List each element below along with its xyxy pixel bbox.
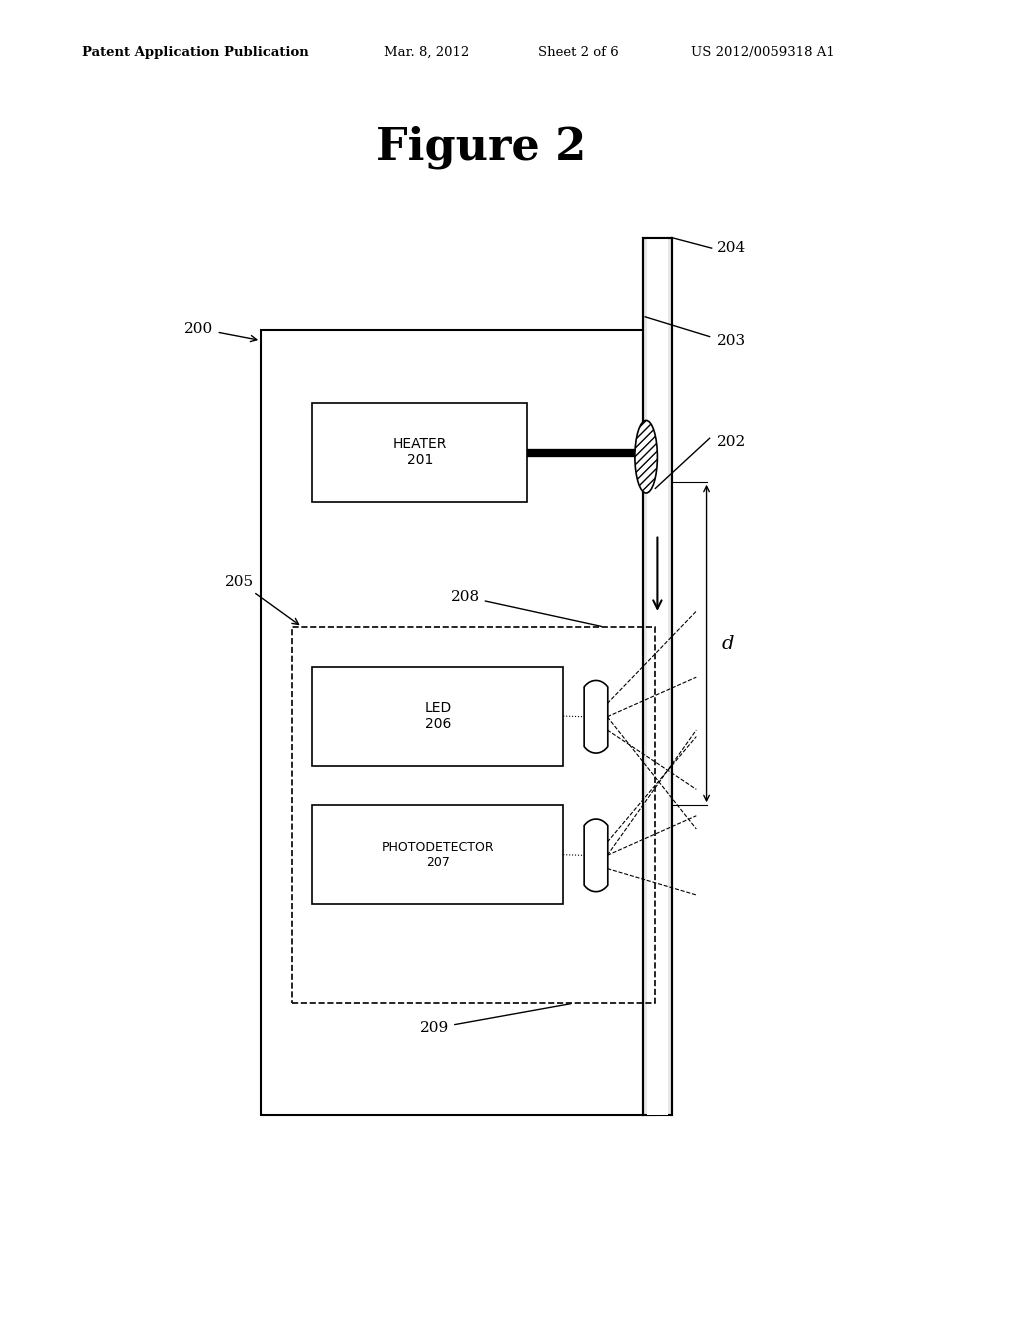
Ellipse shape	[635, 420, 657, 492]
Text: LED
206: LED 206	[424, 701, 452, 731]
Text: HEATER
201: HEATER 201	[392, 437, 447, 467]
Polygon shape	[584, 681, 608, 752]
Bar	[312, 805, 563, 904]
Text: Mar. 8, 2012: Mar. 8, 2012	[384, 46, 469, 59]
Text: 209: 209	[420, 1003, 570, 1035]
Text: 200: 200	[184, 322, 257, 342]
Text: 204: 204	[717, 242, 746, 255]
Text: Patent Application Publication: Patent Application Publication	[82, 46, 308, 59]
Bar	[647, 238, 668, 1115]
Text: US 2012/0059318 A1: US 2012/0059318 A1	[691, 46, 835, 59]
Text: 202: 202	[717, 436, 746, 449]
Polygon shape	[584, 820, 608, 891]
Bar	[261, 330, 655, 1115]
Text: d: d	[722, 635, 734, 652]
Bar	[312, 667, 563, 766]
Bar	[643, 238, 672, 1115]
Text: 203: 203	[717, 334, 745, 347]
Text: 205: 205	[225, 576, 299, 624]
Text: 208: 208	[451, 590, 601, 627]
Text: PHOTODETECTOR
207: PHOTODETECTOR 207	[382, 841, 494, 869]
Text: Sheet 2 of 6: Sheet 2 of 6	[538, 46, 618, 59]
Bar	[312, 403, 527, 502]
Bar	[292, 627, 655, 1003]
Text: Figure 2: Figure 2	[376, 125, 587, 169]
